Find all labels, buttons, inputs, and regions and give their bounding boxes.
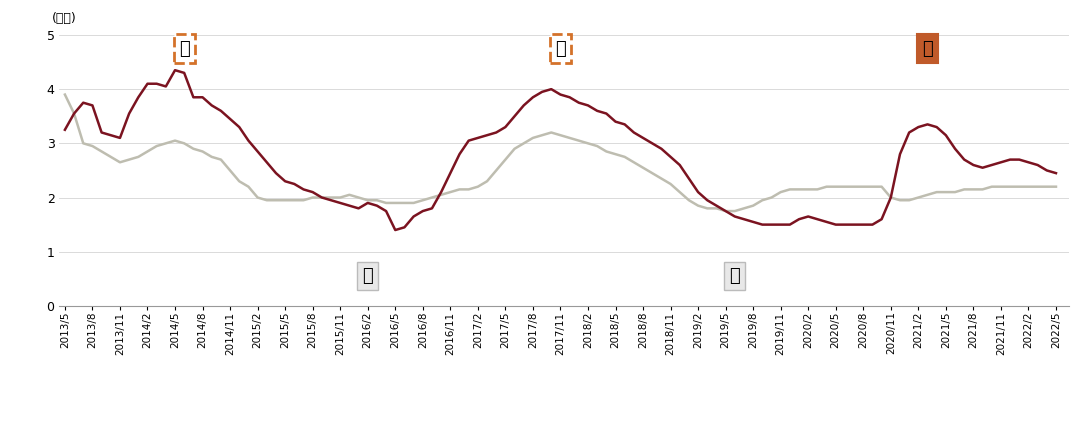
Text: 谷: 谷 (363, 267, 373, 285)
Text: 峰: 峰 (922, 39, 933, 58)
Text: 谷: 谷 (729, 267, 740, 285)
Text: 峰: 峰 (555, 39, 566, 58)
Text: 峰: 峰 (179, 39, 190, 58)
Text: (美元): (美元) (52, 12, 77, 25)
